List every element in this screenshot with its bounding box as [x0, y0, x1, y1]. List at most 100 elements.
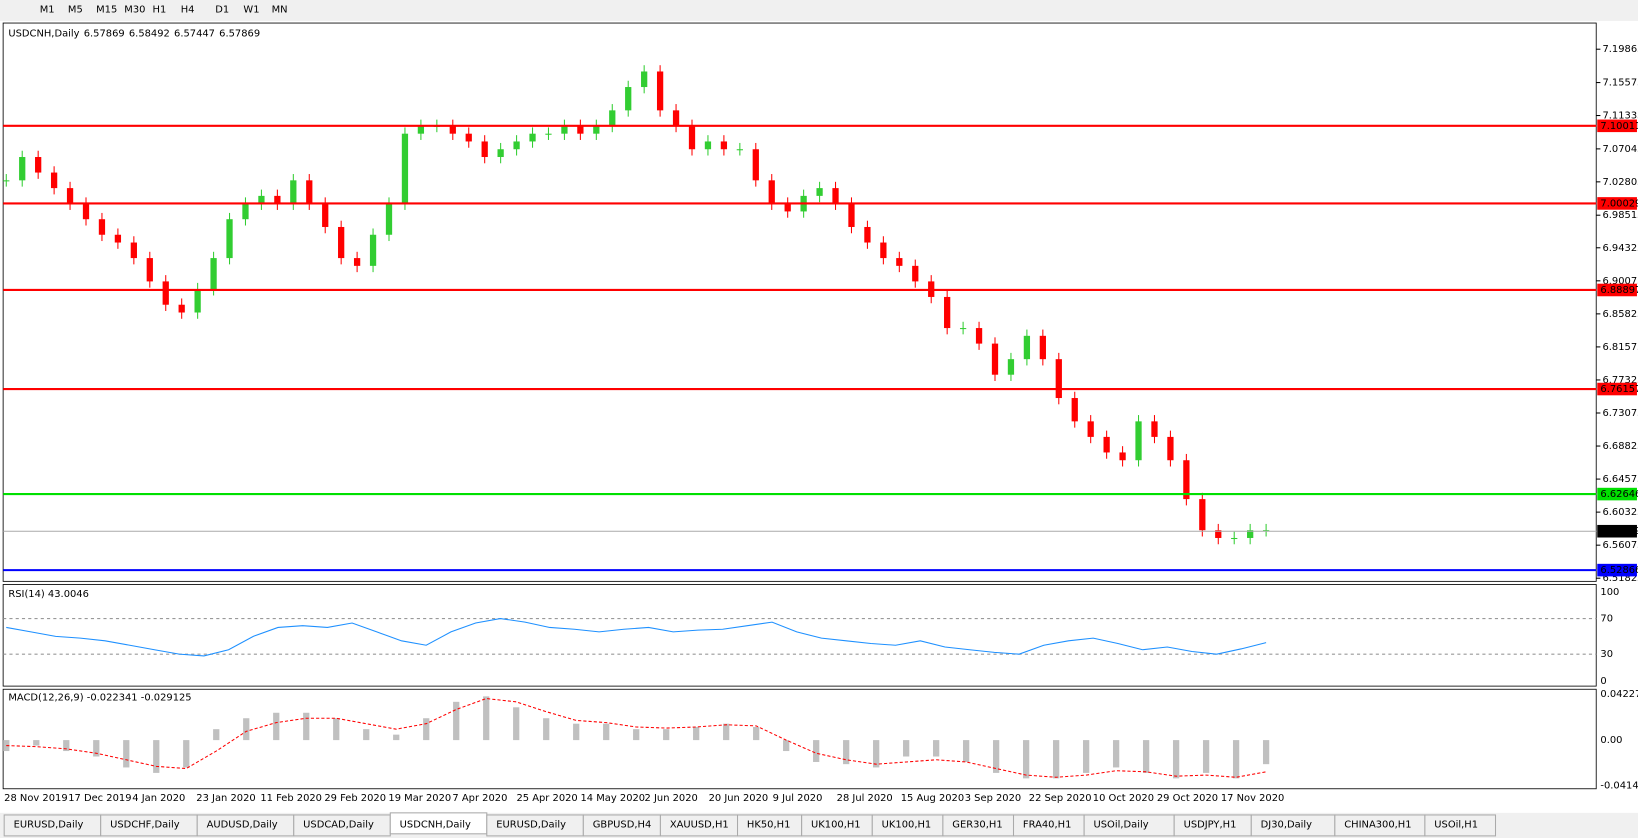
candle	[720, 141, 728, 150]
date-label: 29 Feb 2020	[324, 793, 386, 804]
candle	[1167, 436, 1174, 461]
candle	[114, 234, 122, 243]
timeframe-button[interactable]: M1	[40, 4, 55, 15]
macd-bar	[243, 718, 250, 741]
date-label: 29 Oct 2020	[1157, 793, 1218, 804]
timeframe-button[interactable]: M5	[68, 4, 83, 15]
macd-bar	[1023, 740, 1030, 779]
macd-bar	[1053, 740, 1060, 779]
candle	[704, 141, 712, 150]
macd-bar	[183, 740, 190, 768]
price-tick-label: 7.07045	[1602, 144, 1638, 155]
candle	[1151, 421, 1158, 437]
macd-bar	[603, 723, 610, 741]
candle	[82, 203, 90, 220]
tab-label[interactable]: USDCAD,Daily	[303, 819, 374, 830]
candle	[561, 125, 568, 134]
price-tick-label: 6.81575	[1602, 342, 1638, 353]
date-label: 15 Aug 2020	[901, 793, 964, 804]
timeframe-button[interactable]: MN	[272, 4, 288, 15]
level-tag	[1597, 563, 1637, 577]
date-label: 4 Jan 2020	[132, 793, 185, 804]
macd-bar	[423, 718, 430, 741]
macd-bar	[753, 726, 760, 741]
tab-label[interactable]: UK100,H1	[882, 819, 932, 830]
candle	[1055, 359, 1062, 399]
macd-bar	[1232, 740, 1240, 779]
timeframe-button[interactable]: M30	[124, 4, 145, 15]
tab-label[interactable]: USOil,H1	[1434, 819, 1478, 830]
tab-label[interactable]: USDCHF,Daily	[110, 819, 180, 830]
candle	[194, 289, 201, 313]
macd-bar	[63, 740, 70, 752]
tab-label[interactable]: AUDUSD,Daily	[207, 819, 278, 830]
price-tick-label: 6.94325	[1602, 243, 1638, 254]
candle	[306, 180, 313, 204]
macd-bar	[333, 718, 340, 741]
candle	[1071, 398, 1078, 422]
macd-bar	[153, 740, 160, 773]
timeframe-button[interactable]: M15	[96, 4, 117, 15]
candle	[912, 265, 919, 282]
tab-label[interactable]: EURUSD,Daily	[14, 819, 84, 830]
tab-label[interactable]: USDCNH,Daily	[400, 819, 471, 830]
candle	[880, 242, 887, 259]
candle	[1199, 499, 1206, 531]
macd-bar	[1082, 740, 1090, 773]
macd-bar	[273, 712, 280, 741]
level-tag	[1597, 283, 1637, 297]
rsi-label: RSI(14) 43.0046	[8, 589, 89, 600]
price-tick-label: 6.77325	[1602, 375, 1638, 386]
timeframe-button[interactable]: D1	[215, 4, 229, 15]
candle	[593, 125, 600, 134]
level-tag	[1597, 119, 1637, 133]
candle	[465, 133, 472, 142]
symbol: USDCNH,Daily	[8, 29, 79, 40]
candle	[274, 195, 281, 204]
macd-signal	[6, 698, 1267, 778]
macd-bar	[813, 740, 820, 762]
price-tick-label: 7.15575	[1602, 78, 1638, 89]
ohlc-value: 6.57869	[84, 29, 125, 40]
macd-bar	[573, 723, 580, 741]
timeframe-button[interactable]: W1	[243, 4, 259, 15]
candle	[864, 226, 871, 243]
candle	[401, 133, 409, 204]
candle	[1023, 335, 1031, 360]
candle	[959, 328, 967, 330]
candle	[178, 304, 185, 313]
price-tick-label: 7.02805	[1602, 177, 1638, 188]
tab[interactable]	[1424, 814, 1497, 837]
candle	[258, 195, 265, 204]
price-tick-label: 6.73075	[1602, 408, 1638, 419]
candle	[1039, 335, 1046, 360]
date-label: 2 Jun 2020	[645, 793, 698, 804]
tab-label[interactable]: GBPUSD,H4	[593, 819, 652, 830]
tab-label[interactable]: HK50,H1	[747, 819, 790, 830]
candle	[944, 296, 951, 329]
macd-bar	[933, 740, 940, 757]
tab-label[interactable]: USOil,Daily	[1094, 819, 1149, 830]
macd-bar	[693, 726, 700, 741]
date-label: 20 Jun 2020	[709, 793, 769, 804]
date-label: 17 Nov 2020	[1221, 793, 1284, 804]
tab-label[interactable]: GER30,H1	[952, 819, 1002, 830]
candle	[322, 203, 329, 227]
candle	[449, 125, 456, 134]
tab-label[interactable]: USDJPY,H1	[1184, 819, 1237, 830]
tab-label[interactable]: XAUUSD,H1	[670, 819, 729, 830]
tab-label[interactable]: DJ30,Daily	[1261, 819, 1313, 830]
tab-label[interactable]: FRA40,H1	[1023, 819, 1071, 830]
tab-label[interactable]: CHINA300,H1	[1344, 819, 1411, 830]
timeframe-button[interactable]: H4	[181, 4, 195, 15]
date-label: 28 Nov 2019	[4, 793, 67, 804]
macd-bar	[393, 734, 400, 741]
macd-bar	[123, 740, 130, 768]
tab-label[interactable]: EURUSD,Daily	[496, 819, 566, 830]
candle	[975, 328, 983, 344]
tab-label[interactable]: UK100,H1	[811, 819, 861, 830]
level-label: 7.00029	[1600, 198, 1638, 209]
level-tag	[1597, 487, 1637, 501]
timeframe-button[interactable]: H1	[153, 4, 167, 15]
price-tick-label: 6.85825	[1602, 309, 1638, 320]
